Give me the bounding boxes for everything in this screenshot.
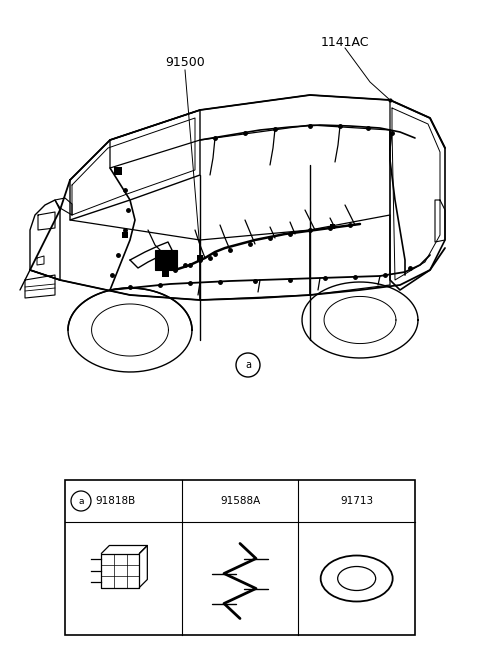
FancyBboxPatch shape [162, 270, 169, 277]
FancyBboxPatch shape [197, 255, 203, 261]
FancyBboxPatch shape [114, 167, 122, 175]
Text: 1141AC: 1141AC [321, 35, 369, 49]
Text: 91500: 91500 [165, 56, 205, 70]
FancyBboxPatch shape [122, 232, 128, 238]
FancyBboxPatch shape [65, 480, 415, 635]
Text: a: a [245, 360, 251, 370]
Text: 91588A: 91588A [220, 496, 260, 506]
Text: 91713: 91713 [340, 496, 373, 506]
Text: 91818B: 91818B [95, 496, 135, 506]
FancyBboxPatch shape [155, 250, 177, 270]
Text: a: a [78, 497, 84, 506]
FancyBboxPatch shape [330, 224, 335, 229]
